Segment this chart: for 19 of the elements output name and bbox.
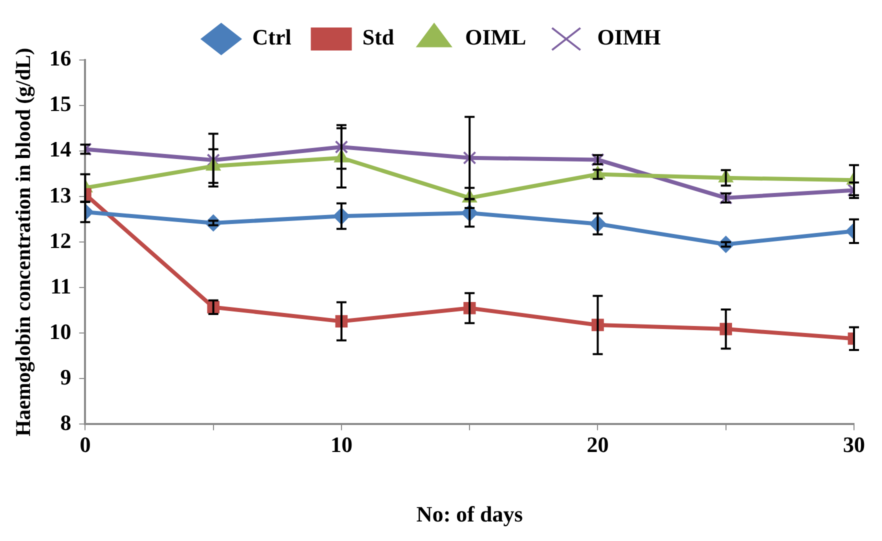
legend-label: OIML <box>465 24 526 50</box>
x-tick-label: 10 <box>330 432 352 458</box>
legend-label: Std <box>362 24 394 50</box>
legend-label: Ctrl <box>252 24 292 50</box>
y-tick-label: 11 <box>50 273 72 298</box>
y-tick-label: 10 <box>49 318 72 344</box>
x-axis-title: No: of days <box>416 501 524 526</box>
x-tick-label: 30 <box>843 432 865 458</box>
y-tick-label: 9 <box>60 364 72 390</box>
y-tick-label: 12 <box>49 228 72 253</box>
x-tick-label: 0 <box>80 432 91 458</box>
y-tick-label: 15 <box>49 91 72 116</box>
y-tick-label: 8 <box>60 410 72 435</box>
y-axis-title: Haemoglobin concentration in blood (g/dL) <box>11 48 36 436</box>
y-tick-label: 13 <box>49 182 72 208</box>
y-tick-label: 14 <box>49 136 72 162</box>
legend-label: OIMH <box>597 24 661 50</box>
x-tick-label: 20 <box>586 432 609 458</box>
y-tick-label: 16 <box>49 46 72 71</box>
